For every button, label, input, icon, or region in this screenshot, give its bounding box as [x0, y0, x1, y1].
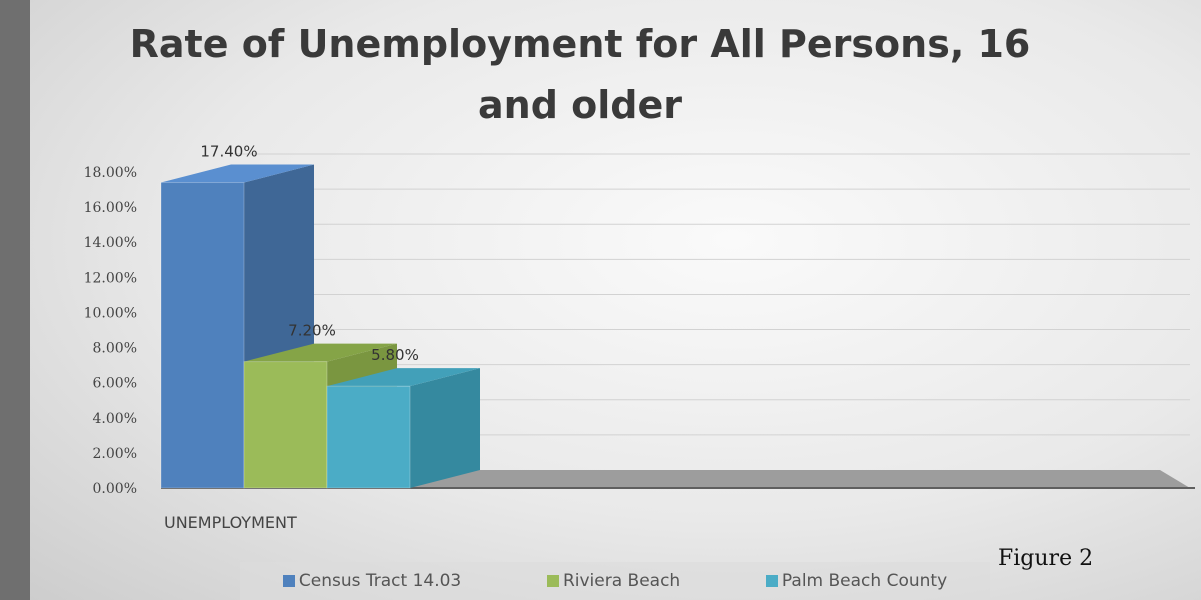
legend-item-census-tract: Census Tract 14.03	[282, 571, 462, 591]
bar-front	[326, 385, 411, 489]
data-label: 7.20%	[288, 322, 336, 340]
y-tick-label: 12.00%	[84, 270, 137, 286]
y-tick-label: 4.00%	[93, 411, 137, 427]
y-tick-label: 10.00%	[84, 305, 137, 321]
legend-swatch-census-tract	[282, 575, 295, 587]
chart-title-line-1: Rate of Unemployment for All Persons, 16	[130, 22, 1031, 66]
legend: Census Tract 14.03 Riviera Beach Palm Be…	[240, 562, 990, 600]
y-tick-label: 16.00%	[84, 200, 137, 216]
chart-frame: Rate of Unemployment for All Persons, 16…	[30, 0, 1201, 600]
chart-svg: Rate of Unemployment for All Persons, 16…	[84, 22, 1195, 532]
data-label: 5.80%	[371, 346, 419, 364]
y-tick-label: 18.00%	[84, 165, 137, 181]
y-tick-label: 2.00%	[93, 446, 137, 462]
x-category-label: UNEMPLOYMENT	[164, 513, 297, 532]
legend-swatch-riviera-beach	[546, 575, 559, 587]
chart-title-line-2: and older	[478, 83, 682, 127]
bar-side	[410, 368, 480, 488]
bar-palm-beach-county	[326, 368, 480, 489]
legend-item-palm-beach-county: Palm Beach County	[765, 571, 948, 591]
y-tick-label: 8.00%	[93, 341, 137, 357]
legend-swatch-palm-beach-county	[765, 575, 778, 587]
chart-title: Rate of Unemployment for All Persons, 16…	[130, 22, 1031, 127]
bars	[160, 164, 480, 489]
figure-caption: Figure 2	[998, 546, 1094, 571]
legend-label-palm-beach-county: Palm Beach County	[781, 571, 948, 591]
legend-label-riviera-beach: Riviera Beach	[562, 571, 681, 591]
bar-front	[243, 361, 328, 489]
bar-top	[161, 164, 314, 183]
bar-top	[244, 343, 397, 362]
y-tick-label: 0.00%	[93, 481, 137, 497]
data-label: 17.40%	[200, 143, 257, 161]
legend-label-census-tract: Census Tract 14.03	[298, 571, 462, 591]
bar-top	[327, 368, 480, 387]
bar-front	[160, 182, 245, 489]
y-axis-ticks: 0.00% 2.00% 4.00% 6.00% 8.00% 10.00% 12.00% 14.…	[84, 165, 137, 497]
y-tick-label: 14.00%	[84, 235, 137, 251]
y-tick-label: 6.00%	[93, 376, 137, 392]
data-labels: 17.40% 7.20% 5.80%	[200, 143, 418, 365]
legend-item-riviera-beach: Riviera Beach	[546, 571, 681, 591]
